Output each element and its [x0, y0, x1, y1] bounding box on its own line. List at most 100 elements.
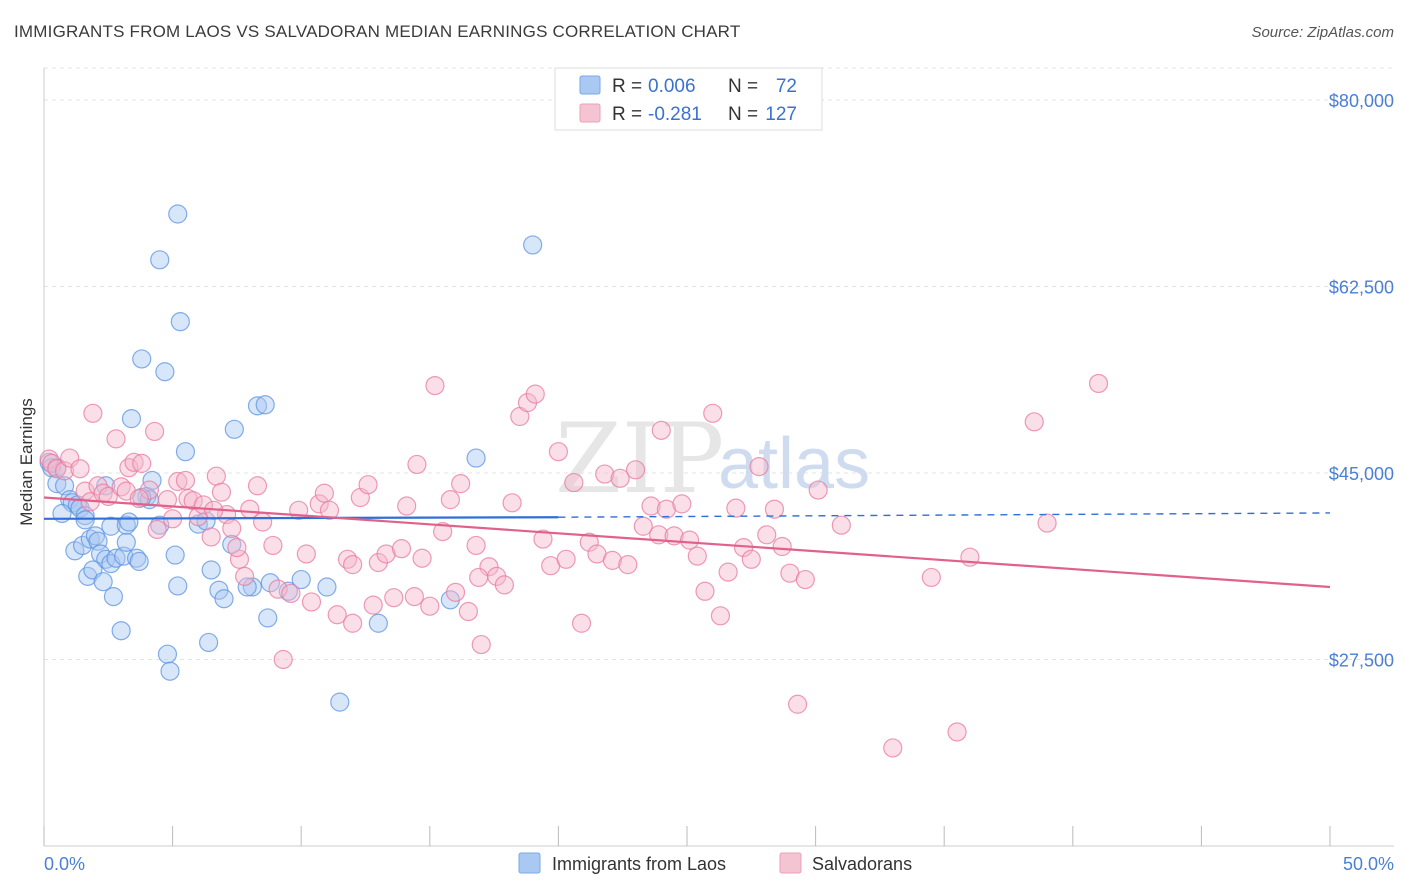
series-salvadorans-points: [39, 373, 1109, 758]
x-tick-label-min: 0.0%: [44, 854, 85, 874]
data-point: [150, 250, 170, 270]
data-point: [235, 566, 255, 586]
data-point: [425, 375, 445, 396]
data-point: [165, 545, 185, 565]
bottom-legend-label-laos: Immigrants from Laos: [552, 854, 726, 874]
data-point: [301, 592, 322, 612]
data-point: [273, 649, 293, 670]
data-point: [314, 483, 334, 503]
data-point: [317, 577, 337, 597]
data-point: [502, 493, 522, 513]
data-point: [947, 722, 967, 742]
data-point: [160, 661, 180, 681]
legend-swatch-laos: [579, 75, 601, 95]
data-point: [224, 419, 244, 439]
y-tick-label: $27,500: [1329, 650, 1394, 670]
stats-legend: R = 0.006 N = 72 R = -0.281 N = 127: [554, 67, 823, 131]
legend-r-value-salvadorans: -0.281: [648, 104, 702, 125]
legend-r-label-laos: R =: [612, 76, 642, 97]
data-point: [119, 512, 139, 532]
data-point: [242, 577, 262, 597]
trend-lines: [43, 496, 1331, 589]
trend-line-laos-projection: [558, 512, 1331, 518]
data-point: [1088, 373, 1109, 394]
data-point: [157, 490, 178, 510]
data-point: [741, 549, 761, 569]
data-point: [921, 567, 941, 588]
data-point: [458, 601, 478, 622]
data-point: [710, 606, 731, 626]
data-point: [132, 349, 152, 369]
data-point: [376, 544, 396, 564]
data-point: [255, 395, 275, 415]
data-point: [85, 526, 106, 546]
data-point: [106, 429, 126, 449]
source-label: Source: ZipAtlas.com: [1251, 24, 1394, 41]
series-laos-points: [39, 204, 543, 712]
data-point: [548, 442, 569, 462]
data-point: [168, 471, 188, 492]
data-point: [201, 560, 221, 580]
data-point: [296, 544, 316, 564]
data-point: [330, 692, 350, 712]
data-point: [787, 694, 808, 714]
data-point: [227, 537, 247, 558]
data-point: [337, 549, 358, 569]
data-point: [101, 516, 121, 536]
x-tick-marks: [43, 826, 1331, 846]
data-point: [121, 409, 142, 429]
data-point: [391, 539, 412, 559]
bottom-legend-label-salvadorans: Salvadorans: [812, 854, 912, 874]
data-point: [749, 456, 769, 477]
data-point: [764, 499, 785, 519]
data-point: [247, 476, 268, 496]
data-point: [808, 480, 828, 500]
data-point: [672, 494, 692, 514]
data-point: [579, 532, 599, 552]
data-point: [595, 464, 615, 484]
data-point: [201, 527, 221, 547]
data-point: [571, 613, 592, 633]
y-axis-label: Median Earnings: [17, 398, 36, 526]
bottom-legend-swatch-laos: [518, 852, 541, 874]
data-point: [129, 551, 149, 572]
data-point: [641, 496, 661, 516]
data-point: [222, 518, 242, 539]
data-point: [211, 482, 232, 502]
data-point: [80, 529, 100, 549]
data-point: [407, 454, 427, 475]
data-point: [679, 530, 700, 550]
trend-line-laos: [43, 516, 559, 520]
data-point: [253, 512, 273, 532]
data-points: [39, 204, 1109, 758]
data-point: [214, 589, 234, 609]
data-point: [327, 605, 347, 625]
data-point: [106, 548, 126, 568]
data-point: [144, 421, 165, 442]
data-point: [147, 519, 167, 540]
data-point: [90, 544, 111, 564]
data-point: [687, 546, 707, 566]
data-point: [533, 529, 553, 549]
data-point: [726, 498, 746, 518]
data-point: [119, 458, 139, 478]
legend-n-label-salvadorans: N =: [728, 104, 758, 125]
data-point: [83, 403, 103, 423]
chart-title: IMMIGRANTS FROM LAOS VS SALVADORAN MEDIA…: [14, 22, 741, 41]
data-point: [170, 312, 190, 332]
data-point: [397, 496, 417, 516]
data-point: [157, 644, 178, 664]
data-point: [564, 472, 584, 493]
trend-line-salvadorans: [43, 496, 1331, 589]
data-point: [772, 536, 792, 557]
data-point: [222, 534, 242, 554]
data-point: [260, 573, 280, 593]
data-point: [199, 632, 219, 653]
data-point: [451, 474, 471, 494]
watermark-zip: ZIP: [555, 403, 724, 515]
data-point: [54, 461, 75, 481]
data-point: [247, 396, 268, 416]
data-point: [363, 595, 383, 615]
data-point: [404, 587, 424, 607]
